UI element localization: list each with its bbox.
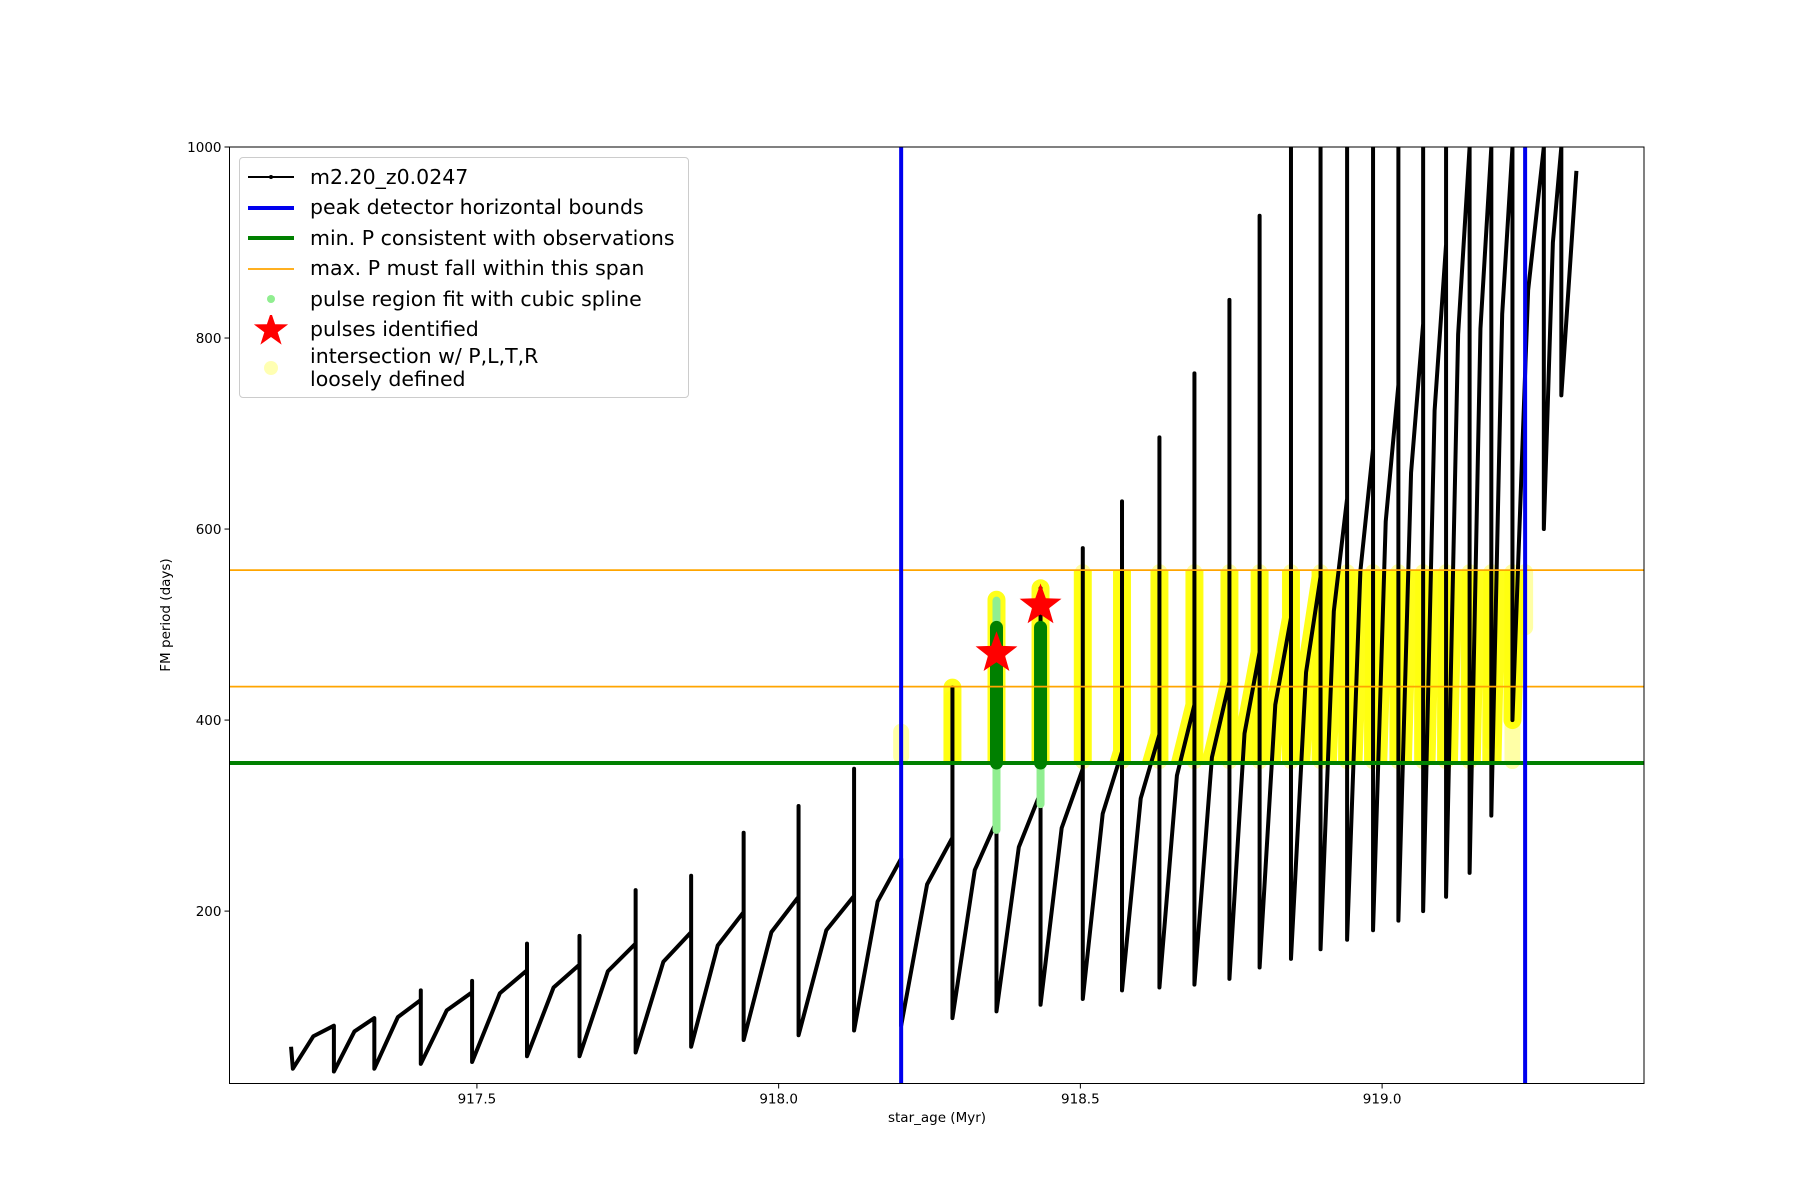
legend-star: [253, 314, 289, 345]
legend-entry: m2.20_z0.0247: [240, 162, 688, 193]
x-tick-label: 919.0: [1363, 1092, 1402, 1108]
pulse-star: [975, 631, 1018, 671]
legend-handle: [264, 361, 278, 375]
legend-entry: pulses identified: [240, 314, 688, 346]
legend-entry: intersection w/ P,L,T,R loosely defined: [240, 345, 688, 391]
axes-frame: [229, 146, 1645, 1084]
legend-label: max. P must fall within this span: [310, 256, 645, 281]
x-tick-label: 918.5: [1061, 1092, 1100, 1108]
x-axis-label: star_age (Myr): [888, 1110, 986, 1126]
legend-label: intersection w/ P,L,T,R loosely defined: [310, 344, 539, 391]
legend-dot: [269, 175, 273, 180]
y-tick-label: 1000: [187, 140, 221, 156]
legend-handle: [253, 314, 289, 345]
legend-entry: max. P must fall within this span: [240, 254, 688, 285]
y-tick-label: 200: [196, 904, 222, 920]
plot-area: [229, 147, 1644, 1084]
legend-handle: [248, 175, 294, 180]
legend-label: pulse region fit with cubic spline: [310, 286, 642, 311]
legend-handle: [248, 205, 294, 210]
legend-handle: [267, 295, 275, 304]
legend-entry: peak detector horizontal bounds: [240, 193, 688, 224]
legend-label: pulses identified: [310, 317, 479, 342]
legend-handle: [248, 267, 294, 270]
legend-handle: [248, 236, 294, 241]
pulse-star: [1019, 583, 1062, 624]
legend-label: m2.20_z0.0247: [310, 164, 469, 189]
legend-entry: min. P consistent with observations: [240, 223, 688, 254]
legend-dot: [267, 295, 275, 304]
y-tick-label: 600: [196, 522, 222, 538]
series-line: [289, 147, 1579, 1074]
legend-dot: [264, 361, 278, 375]
y-tick-label: 400: [196, 713, 222, 729]
y-axis-label: FM period (days): [158, 558, 174, 671]
y-tick-label: 800: [196, 331, 222, 347]
legend-label: peak detector horizontal bounds: [310, 195, 644, 220]
x-tick-label: 918.0: [759, 1092, 798, 1108]
legend-label: min. P consistent with observations: [310, 225, 675, 250]
x-tick-label: 917.5: [458, 1092, 497, 1108]
legend-entry: pulse region fit with cubic spline: [240, 284, 688, 315]
